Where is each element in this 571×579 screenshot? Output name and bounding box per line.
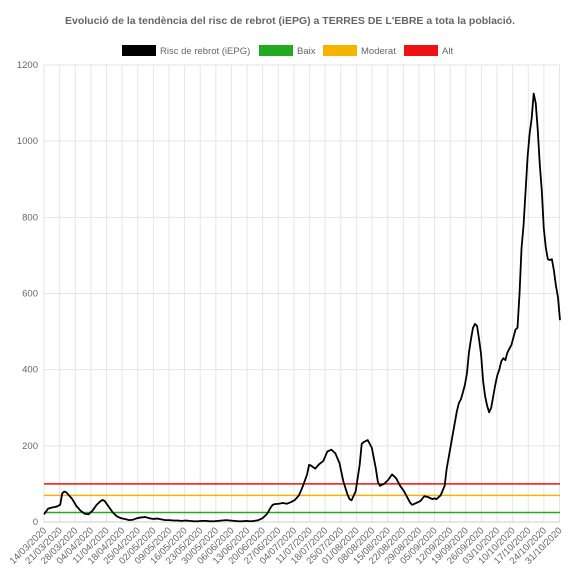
y-axis: 0 200 400 600 800 1000 1200	[17, 60, 38, 528]
legend-label: Baix	[297, 46, 316, 57]
y-tick-label: 200	[22, 441, 38, 452]
legend-label: Moderat	[361, 46, 396, 57]
legend-label: Risc de rebrot (iEPG)	[160, 46, 250, 57]
y-tick-label: 1000	[17, 136, 38, 147]
y-tick-label: 0	[33, 517, 38, 528]
chart-title: Evolució de la tendència del risc de reb…	[65, 15, 515, 27]
legend-swatch	[404, 45, 438, 56]
y-tick-label: 1200	[17, 60, 38, 71]
legend-swatch	[259, 45, 293, 56]
series-line-iepg	[43, 92, 561, 523]
y-tick-label: 600	[22, 289, 38, 300]
x-axis: 14/03/202021/03/202028/03/202004/04/2020…	[8, 525, 565, 566]
legend-swatch	[323, 45, 357, 56]
y-tick-label: 400	[22, 365, 38, 376]
y-tick-label: 800	[22, 212, 38, 223]
legend-label: Alt	[442, 46, 453, 57]
legend-swatch	[122, 45, 156, 56]
legend: Risc de rebrot (iEPG) Baix Moderat Alt	[122, 45, 453, 57]
gridlines	[43, 64, 561, 523]
series-layer	[43, 92, 561, 523]
